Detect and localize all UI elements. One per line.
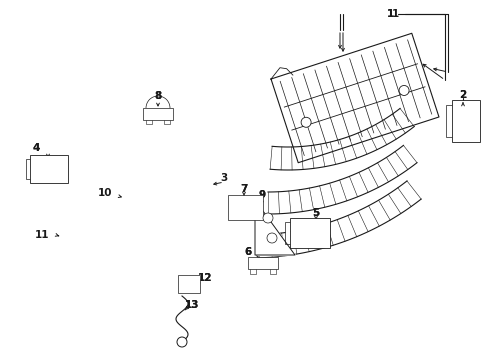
Bar — [247, 257, 278, 269]
Text: 2: 2 — [458, 90, 466, 100]
Text: 12: 12 — [197, 273, 212, 283]
Text: 6: 6 — [244, 247, 251, 257]
Text: 6: 6 — [244, 247, 251, 257]
Text: 4: 4 — [32, 143, 40, 153]
Circle shape — [177, 337, 186, 347]
Bar — [146, 120, 152, 124]
Text: 5: 5 — [312, 208, 319, 218]
Text: 5: 5 — [312, 208, 319, 218]
Bar — [249, 269, 256, 274]
Text: 13: 13 — [184, 300, 199, 310]
Text: 2: 2 — [458, 90, 466, 100]
Bar — [30, 155, 68, 183]
Polygon shape — [258, 181, 420, 258]
Text: 9: 9 — [258, 190, 265, 200]
Bar — [269, 269, 275, 274]
Polygon shape — [270, 33, 438, 163]
Text: 11: 11 — [35, 230, 49, 240]
Text: 9: 9 — [258, 190, 265, 200]
Circle shape — [266, 233, 276, 243]
Bar — [285, 222, 289, 244]
Text: 13: 13 — [184, 300, 199, 310]
Circle shape — [263, 213, 272, 223]
Bar — [142, 108, 173, 120]
Text: 1: 1 — [386, 9, 393, 19]
Bar — [451, 100, 479, 142]
Bar — [227, 195, 263, 220]
Text: 1: 1 — [390, 9, 398, 19]
Polygon shape — [254, 200, 294, 255]
Text: 7: 7 — [240, 184, 247, 194]
Circle shape — [398, 85, 408, 95]
Polygon shape — [267, 145, 416, 214]
Bar — [163, 120, 170, 124]
Text: 8: 8 — [154, 91, 162, 101]
Text: 12: 12 — [197, 273, 212, 283]
Text: 7: 7 — [240, 184, 247, 194]
Text: 10: 10 — [98, 188, 112, 198]
Circle shape — [301, 117, 310, 127]
Text: 1: 1 — [386, 9, 393, 19]
Text: 3: 3 — [220, 173, 227, 183]
Text: 4: 4 — [32, 143, 40, 153]
Bar — [445, 105, 451, 137]
Text: 8: 8 — [154, 91, 162, 101]
Bar — [289, 218, 329, 248]
Bar — [26, 159, 30, 179]
Bar — [178, 275, 200, 293]
Polygon shape — [269, 108, 413, 170]
